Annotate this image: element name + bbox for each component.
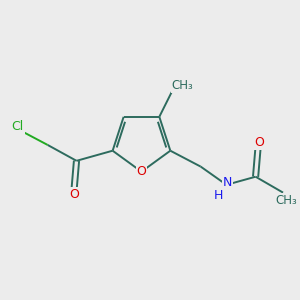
- Text: CH₃: CH₃: [172, 79, 193, 92]
- Text: H: H: [214, 189, 224, 202]
- Text: O: O: [254, 136, 264, 149]
- Text: N: N: [223, 176, 232, 189]
- Text: Cl: Cl: [12, 120, 24, 133]
- Text: O: O: [136, 165, 146, 178]
- Text: O: O: [69, 188, 79, 201]
- Text: CH₃: CH₃: [275, 194, 297, 207]
